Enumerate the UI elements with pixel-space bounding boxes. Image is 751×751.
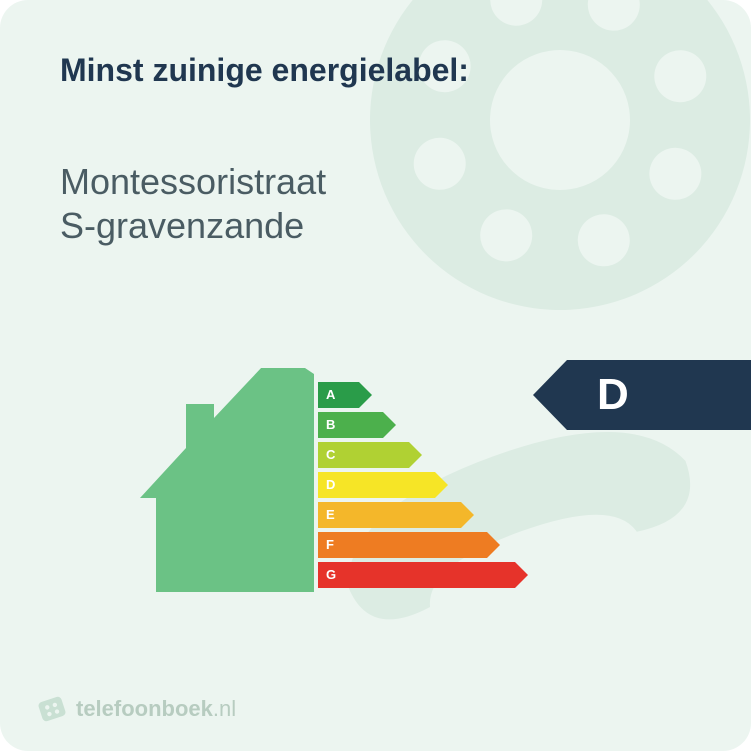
- address-block: Montessoristraat S-gravenzande: [60, 160, 326, 248]
- energy-bar-shape: [318, 502, 474, 528]
- rating-banner: D: [533, 360, 751, 430]
- energy-bar-label: D: [326, 472, 335, 498]
- brand-name: telefoonboek: [76, 696, 213, 721]
- energy-bar-shape: [318, 532, 500, 558]
- energy-bar-label: A: [326, 382, 335, 408]
- brand-icon: [38, 695, 66, 723]
- address-city: S-gravenzande: [60, 204, 326, 248]
- brand-text: telefoonboek.nl: [76, 696, 236, 722]
- energy-label-card: Minst zuinige energielabel: Montessorist…: [0, 0, 751, 751]
- rating-letter: D: [533, 360, 751, 430]
- energy-bar-label: E: [326, 502, 335, 528]
- energy-bar-label: F: [326, 532, 334, 558]
- energy-bar-shape: [318, 562, 528, 588]
- energy-bar-label: C: [326, 442, 335, 468]
- card-title: Minst zuinige energielabel:: [60, 52, 469, 89]
- energy-bar-label: B: [326, 412, 335, 438]
- address-street: Montessoristraat: [60, 160, 326, 204]
- footer: telefoonboek.nl: [38, 695, 236, 723]
- house-icon: [140, 368, 316, 598]
- energy-chart: ABCDEFG: [140, 368, 600, 628]
- energy-bar-shape: [318, 472, 448, 498]
- brand-tld: .nl: [213, 696, 236, 721]
- energy-bar-label: G: [326, 562, 336, 588]
